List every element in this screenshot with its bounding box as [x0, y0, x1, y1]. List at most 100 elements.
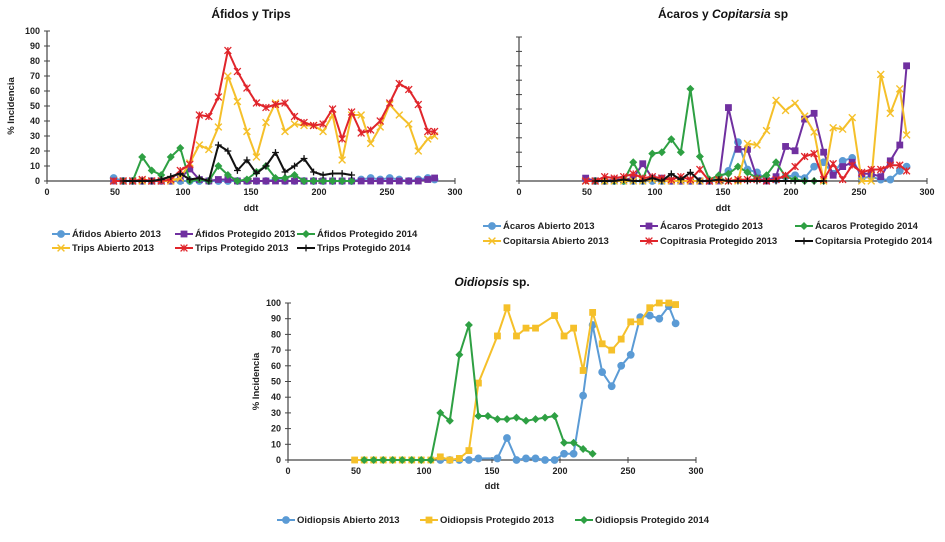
data-point: [696, 165, 704, 174]
data-point: [772, 158, 781, 167]
legend-item: Ácaros Protegido 2014: [795, 221, 919, 232]
legend-label: Áfidos Protegido 2014: [317, 229, 418, 240]
data-point: [655, 314, 664, 323]
data-point: [725, 177, 732, 185]
data-point: [839, 163, 847, 170]
y-tick-label: 90: [271, 314, 281, 324]
data-point: [502, 415, 511, 424]
data-point: [385, 99, 394, 107]
data-point: [281, 99, 289, 107]
data-point: [550, 456, 559, 464]
data-point: [360, 456, 369, 464]
data-point: [629, 158, 638, 167]
x-tick-label: 50: [351, 466, 361, 476]
legend: Ácaros Abierto 2013 Ácaros Protegido 2013…: [483, 221, 933, 247]
legend-label: Oidiopsis Protegido 2013: [440, 515, 554, 526]
data-point: [588, 449, 597, 458]
chart-afidos-trips: Áfidos y Trips 0 10 20 30 40 50 60 70 80 90 100 0 50 1…: [6, 6, 463, 254]
data-point: [319, 120, 327, 128]
data-point: [715, 176, 723, 183]
data-point: [569, 438, 578, 447]
legend-marker-icon: [488, 237, 496, 245]
data-point: [591, 177, 599, 185]
data-point: [474, 454, 483, 463]
data-point: [867, 177, 876, 185]
y-tick-label: 30: [271, 408, 281, 418]
data-point: [424, 176, 432, 183]
data-point: [204, 112, 213, 121]
data-point: [176, 170, 184, 177]
data-point: [522, 454, 530, 463]
series-line: [113, 49, 435, 182]
data-point: [366, 126, 375, 134]
data-point: [204, 145, 213, 154]
chart-title: Oidiopsis sp.: [454, 275, 529, 289]
data-point: [676, 148, 685, 157]
data-point: [801, 115, 808, 123]
data-point: [195, 111, 204, 119]
data-point: [646, 304, 654, 312]
data-point: [329, 170, 336, 177]
data-point: [648, 174, 656, 182]
data-point: [877, 173, 885, 181]
data-point: [620, 176, 628, 183]
legend-marker-icon: [282, 516, 290, 524]
data-point: [347, 177, 356, 185]
legend-marker-icon: [645, 222, 653, 230]
series-trips-protegido-2013: [109, 46, 439, 185]
data-point: [262, 177, 270, 185]
data-point: [395, 79, 404, 88]
chart-title: Ácaros y Copitarsia sp: [658, 6, 788, 21]
data-point: [801, 177, 808, 185]
data-point: [309, 177, 318, 185]
legend-marker-icon: [580, 516, 588, 524]
legend-label: Áfidos Abierto 2013: [72, 229, 161, 240]
data-point: [541, 456, 549, 464]
x-tick-label: 0: [516, 187, 521, 197]
data-point: [386, 177, 394, 185]
data-point: [290, 171, 299, 179]
data-point: [300, 177, 309, 185]
y-tick-label: 20: [30, 146, 40, 156]
data-point: [810, 149, 818, 158]
y-tick-label: 60: [271, 361, 281, 371]
data-point: [223, 72, 232, 80]
data-point: [636, 318, 644, 326]
data-point: [903, 62, 910, 70]
y-tick-label: 50: [271, 377, 281, 387]
data-point: [195, 174, 203, 182]
data-point: [695, 152, 704, 161]
data-point: [829, 171, 837, 179]
data-point: [351, 456, 359, 464]
data-point: [423, 135, 432, 143]
data-point: [513, 332, 520, 340]
data-point: [665, 299, 673, 307]
data-point: [902, 131, 911, 139]
data-point: [291, 177, 298, 185]
data-point: [648, 149, 657, 158]
data-point: [733, 162, 742, 171]
data-point: [430, 127, 439, 136]
data-point: [551, 312, 558, 319]
data-point: [262, 118, 270, 127]
data-point: [617, 335, 625, 343]
data-point: [271, 174, 280, 182]
legend-label: Oidiopsis Protegido 2014: [595, 515, 710, 526]
legend-item: Copitarsia Abierto 2013: [483, 236, 609, 247]
data-point: [848, 113, 857, 122]
data-point: [357, 129, 366, 137]
data-point: [581, 177, 590, 185]
data-point: [436, 453, 444, 461]
data-point: [763, 177, 770, 185]
data-point: [655, 299, 663, 307]
y-tick-label: 70: [271, 345, 281, 355]
data-point: [608, 346, 616, 354]
data-point: [744, 145, 751, 153]
data-point: [252, 99, 261, 107]
data-point: [531, 415, 540, 424]
legend-label: Ácaros Abierto 2013: [503, 221, 595, 232]
data-point: [601, 177, 609, 185]
data-point: [243, 84, 251, 92]
y-tick-label: 50: [30, 101, 40, 111]
y-tick-label: 100: [25, 26, 40, 36]
